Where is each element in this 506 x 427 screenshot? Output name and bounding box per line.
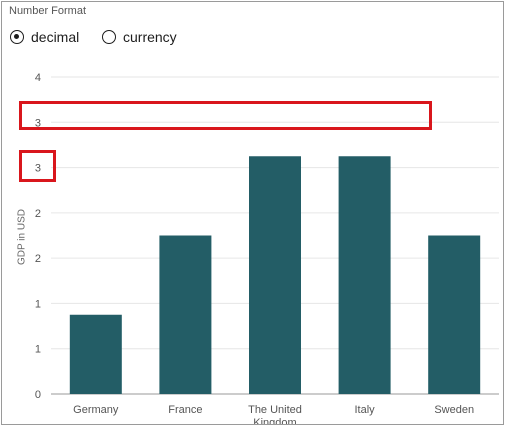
y-tick-label: 1 [35, 344, 41, 356]
bar-france [159, 235, 212, 394]
radio-currency-label[interactable]: currency [123, 29, 177, 45]
bar-italy [338, 156, 391, 394]
x-tick-label: France [168, 404, 202, 416]
callout-highlight-tick [19, 150, 56, 182]
radio-decimal[interactable]: decimal [10, 29, 79, 45]
bar-the-united-kingdom [249, 156, 301, 394]
bar-germany [69, 314, 122, 394]
radio-decimal-label[interactable]: decimal [31, 29, 80, 45]
x-tick-label: Germany [73, 404, 119, 416]
y-tick-label: 2 [35, 253, 41, 265]
bar-sweden [428, 235, 481, 394]
radio-decimal-indicator[interactable] [10, 30, 24, 44]
y-tick-label: 0 [35, 389, 41, 401]
radio-currency-indicator[interactable] [102, 30, 116, 44]
radio-currency[interactable]: currency [102, 29, 177, 45]
x-tick-label: Sweden [434, 404, 474, 416]
number-format-label: Number Format [9, 5, 87, 17]
y-tick-label: 3 [35, 163, 41, 175]
y-tick-label: 2 [35, 208, 41, 220]
y-tick-label: 3 [35, 117, 41, 129]
callout-highlight-top [19, 101, 432, 130]
y-tick-label: 4 [35, 72, 41, 84]
y-tick-label: 1 [35, 298, 41, 310]
x-tick-label: Italy [355, 404, 376, 416]
x-tick-label: The United Kingdom [248, 404, 302, 425]
